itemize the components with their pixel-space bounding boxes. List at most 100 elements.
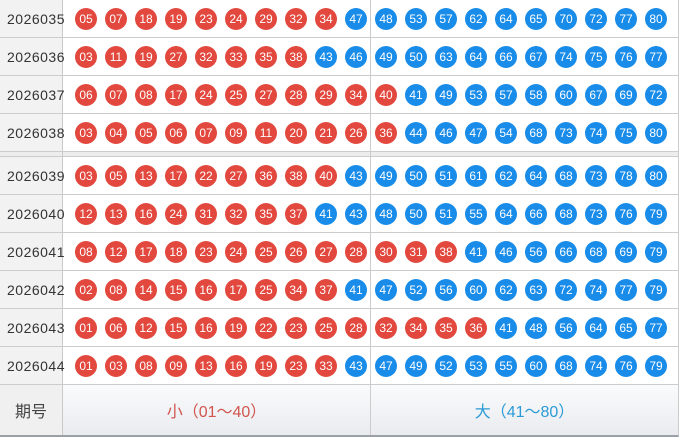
lottery-ball: 16 [135,202,157,225]
lottery-ball: 30 [375,240,397,263]
lottery-ball: 50 [405,164,427,187]
lottery-ball: 80 [645,7,667,30]
period-number: 2026043 [0,309,65,346]
lottery-ball: 09 [225,121,247,144]
lottery-ball: 62 [495,164,517,187]
lottery-ball: 49 [405,354,427,377]
lottery-ball: 32 [285,7,307,30]
draw-row: 2026043 01 06 12 15 16 19 22 23 25 28 32 34 35 36 41 4… [0,309,678,347]
period-number: 2026042 [0,271,65,308]
lottery-ball: 28 [285,83,307,106]
lottery-ball: 62 [465,7,487,30]
lottery-ball: 01 [75,316,97,339]
lottery-ball: 19 [135,45,157,68]
lottery-ball: 53 [465,354,487,377]
lottery-ball: 43 [345,202,367,225]
period-number: 2026041 [0,233,65,270]
lottery-ball: 23 [285,316,307,339]
period-header: 期号 [0,385,63,435]
first-ten-balls: 12 13 16 24 31 32 35 37 41 43 [63,195,371,232]
lottery-ball: 47 [465,121,487,144]
lottery-ball: 68 [555,202,577,225]
lottery-ball: 55 [465,202,487,225]
lottery-ball: 23 [195,7,217,30]
lottery-ball: 31 [195,202,217,225]
lottery-ball: 64 [585,316,607,339]
lottery-ball: 49 [375,164,397,187]
lottery-ball: 64 [525,164,547,187]
lottery-ball: 28 [345,316,367,339]
first-ten-balls: 03 11 19 27 32 33 35 38 43 46 [63,38,371,75]
last-ten-balls: 48 53 57 62 64 65 70 72 77 80 [371,0,678,37]
lottery-ball: 17 [135,240,157,263]
lottery-ball: 27 [315,240,337,263]
draw-row: 2026036 03 11 19 27 32 33 35 38 43 46 49 50 63 64 66 6… [0,38,678,76]
lottery-ball: 54 [495,121,517,144]
last-ten-balls: 47 52 56 60 62 63 72 74 77 79 [371,271,678,308]
first-ten-balls: 01 06 12 15 16 19 22 23 25 28 [63,309,371,346]
lottery-ball: 76 [615,202,637,225]
lottery-ball: 47 [375,354,397,377]
lottery-ball: 56 [435,278,457,301]
first-ten-balls: 03 04 05 06 07 09 11 20 21 26 [63,114,371,151]
first-ten-balls: 05 07 18 19 23 24 29 32 34 47 [63,0,371,37]
last-ten-balls: 49 50 63 64 66 67 74 75 76 77 [371,38,678,75]
lottery-ball: 02 [75,278,97,301]
lottery-ball: 12 [105,240,127,263]
lottery-ball: 73 [555,121,577,144]
lottery-ball: 01 [75,354,97,377]
lottery-ball: 26 [285,240,307,263]
lottery-ball: 79 [645,354,667,377]
lottery-ball: 72 [555,278,577,301]
lottery-ball: 29 [255,7,277,30]
last-ten-balls: 40 41 49 53 57 58 60 67 69 72 [371,76,678,113]
lottery-ball: 08 [75,240,97,263]
lottery-ball: 53 [465,83,487,106]
lottery-ball: 56 [525,240,547,263]
lottery-ball: 64 [495,7,517,30]
lottery-ball: 73 [585,164,607,187]
first-ten-balls: 03 05 13 17 22 27 36 38 40 43 [63,157,371,194]
lottery-ball: 15 [165,278,187,301]
period-number: 2026036 [0,38,65,75]
lottery-ball: 50 [405,45,427,68]
lottery-ball: 73 [585,202,607,225]
lottery-ball: 51 [435,202,457,225]
lottery-ball: 44 [405,121,427,144]
lottery-ball: 37 [315,278,337,301]
lottery-ball: 36 [255,164,277,187]
lottery-ball: 64 [495,202,517,225]
lottery-ball: 34 [405,316,427,339]
lottery-ball: 07 [195,121,217,144]
lottery-ball: 12 [135,316,157,339]
lottery-ball: 13 [195,354,217,377]
first-ten-balls: 06 07 08 17 24 25 27 28 29 34 [63,76,371,113]
lottery-ball: 41 [315,202,337,225]
lottery-ball: 63 [525,278,547,301]
lottery-ball: 79 [645,278,667,301]
lottery-ball: 65 [525,7,547,30]
lottery-ball: 34 [345,83,367,106]
lottery-ball: 05 [105,164,127,187]
lottery-ball: 68 [585,240,607,263]
lottery-ball: 06 [165,121,187,144]
lottery-ball: 11 [255,121,277,144]
lottery-ball: 46 [435,121,457,144]
big-range-label: 大（41～80） [474,404,575,421]
lottery-ball: 32 [195,45,217,68]
lottery-ball: 63 [435,45,457,68]
draw-row: 2026035 05 07 18 19 23 24 29 32 34 47 48 53 57 62 64 6… [0,0,678,38]
lottery-ball: 74 [555,45,577,68]
lottery-ball: 48 [525,316,547,339]
lottery-ball: 24 [165,202,187,225]
lottery-ball: 08 [135,83,157,106]
period-number: 2026038 [0,114,65,151]
lottery-ball: 50 [405,202,427,225]
lottery-ball: 20 [285,121,307,144]
lottery-ball: 24 [225,7,247,30]
lottery-ball: 75 [585,45,607,68]
lottery-ball: 09 [165,354,187,377]
draw-row: 2026037 06 07 08 17 24 25 27 28 29 34 40 41 49 53 57 5… [0,76,678,114]
lottery-ball: 03 [75,164,97,187]
